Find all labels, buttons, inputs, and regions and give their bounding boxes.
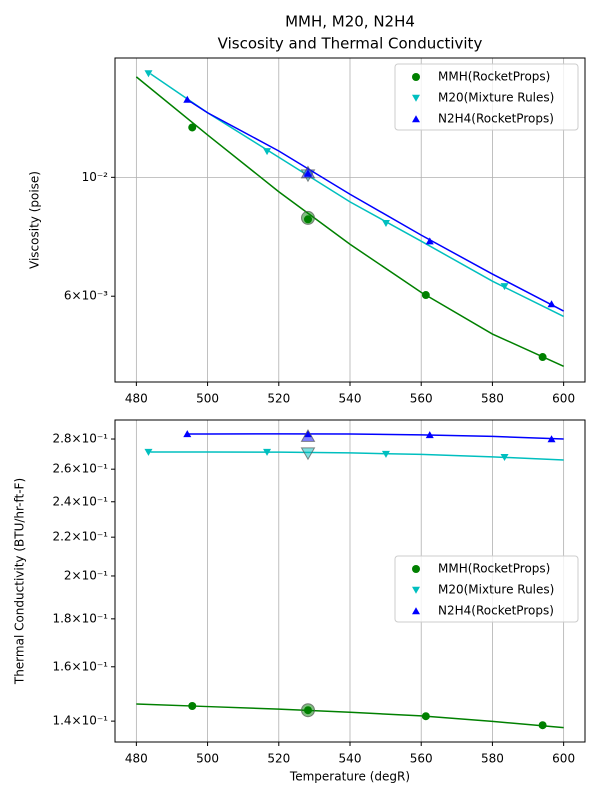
curve <box>150 451 564 461</box>
legend-marker <box>412 115 420 123</box>
x-tick-label: 500 <box>196 752 219 766</box>
data-point <box>421 712 430 721</box>
legend-marker <box>412 565 420 573</box>
y-tick-label: 2.8×10⁻¹ <box>52 432 108 446</box>
data-point <box>421 291 430 300</box>
highlight-point <box>300 428 316 442</box>
curve <box>135 76 564 367</box>
y-tick-label: 2.6×10⁻¹ <box>52 462 108 476</box>
data-point <box>263 448 272 456</box>
y-tick-label: 6×10⁻³ <box>64 289 108 303</box>
data-point <box>500 283 509 291</box>
x-tick-label: 580 <box>481 392 504 406</box>
axes-frame <box>114 419 586 743</box>
highlight-point <box>300 703 315 718</box>
y-tick-label: 1.8×10⁻¹ <box>52 611 108 625</box>
y-tick-label: 10⁻² <box>82 170 109 184</box>
highlight-point <box>300 447 316 461</box>
data-point <box>183 430 192 438</box>
curve <box>185 98 564 312</box>
x-tick-label: 480 <box>125 752 148 766</box>
x-tick-label: 520 <box>267 752 290 766</box>
y-tick-label: 2.4×10⁻¹ <box>52 494 108 508</box>
legend-label: M20(Mixture Rules) <box>438 91 554 105</box>
legend-marker <box>412 73 420 81</box>
curve <box>186 433 564 440</box>
x-tick-label: 560 <box>410 752 433 766</box>
y-tick-label: 2×10⁻¹ <box>64 568 108 582</box>
x-tick-label: 600 <box>552 392 575 406</box>
y-tick-label: 1.4×10⁻¹ <box>52 714 108 728</box>
y-axis-label: Viscosity (poise) <box>28 171 42 269</box>
y-tick-label: 1.6×10⁻¹ <box>52 659 108 673</box>
data-point <box>425 237 434 245</box>
axes-frame <box>114 57 586 383</box>
y-axis-label: Thermal Conductivity (BTU/hr-ft-F) <box>13 478 27 685</box>
legend-box <box>394 63 579 131</box>
data-point <box>381 220 390 228</box>
x-tick-label: 540 <box>339 392 362 406</box>
legend-box <box>394 555 579 623</box>
legend-marker <box>412 607 420 615</box>
data-point <box>547 435 556 443</box>
x-axis-label: Temperature (degR) <box>289 770 410 784</box>
x-tick-label: 540 <box>339 752 362 766</box>
data-point <box>538 721 547 730</box>
x-tick-label: 600 <box>552 752 575 766</box>
data-point <box>381 450 390 458</box>
x-tick-label: 520 <box>267 392 290 406</box>
data-point <box>188 123 197 132</box>
highlight-point <box>300 165 316 179</box>
data-point <box>183 95 192 103</box>
legend-label: N2H4(RocketProps) <box>438 604 554 618</box>
data-point <box>263 148 272 156</box>
curve <box>136 703 564 729</box>
data-point <box>425 431 434 439</box>
legend-label: MMH(RocketProps) <box>438 70 550 84</box>
legend-label: M20(Mixture Rules) <box>438 583 554 597</box>
data-point <box>144 448 153 456</box>
legend-marker <box>412 586 420 594</box>
title-line: Viscosity and Thermal Conductivity <box>218 35 483 53</box>
legend-label: MMH(RocketProps) <box>438 562 550 576</box>
title-line: MMH, M20, N2H4 <box>285 13 415 31</box>
x-tick-label: 580 <box>481 752 504 766</box>
y-tick-label: 2.2×10⁻¹ <box>52 530 108 544</box>
x-tick-label: 480 <box>125 392 148 406</box>
legend-marker <box>412 94 420 102</box>
x-tick-label: 560 <box>410 392 433 406</box>
highlight-point <box>300 210 315 225</box>
data-point <box>144 70 153 78</box>
data-point <box>188 702 197 711</box>
data-point <box>538 353 547 362</box>
data-point <box>500 453 509 461</box>
x-tick-label: 500 <box>196 392 219 406</box>
legend-label: N2H4(RocketProps) <box>438 112 554 126</box>
data-point <box>547 300 556 308</box>
